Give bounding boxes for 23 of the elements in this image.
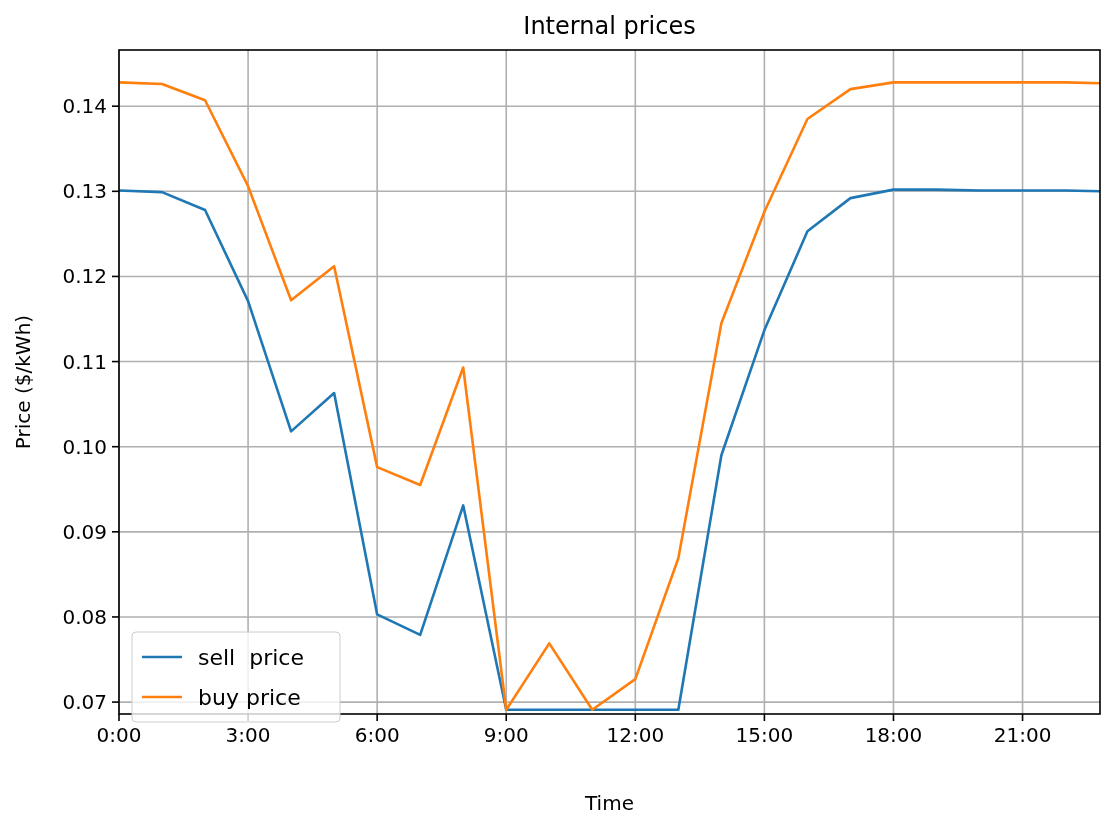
line-series bbox=[117, 81, 1102, 712]
x-tick-label: 3:00 bbox=[225, 723, 271, 747]
line-series bbox=[117, 188, 1102, 712]
legend-label: sell price bbox=[198, 645, 304, 670]
x-tick-label: 0:00 bbox=[96, 723, 142, 747]
x-tick-label: 6:00 bbox=[354, 723, 400, 747]
x-tick-label: 9:00 bbox=[483, 723, 529, 747]
y-tick-label: 0.12 bbox=[62, 264, 107, 289]
x-tick-label: 18:00 bbox=[864, 723, 923, 747]
legend-label: buy price bbox=[198, 685, 301, 710]
y-tick-label: 0.10 bbox=[62, 434, 107, 459]
y-tick-label: 0.09 bbox=[62, 519, 107, 544]
y-tick-label: 0.11 bbox=[62, 349, 107, 374]
x-axis-title: Time bbox=[584, 791, 634, 815]
y-tick-label: 0.07 bbox=[62, 690, 107, 715]
y-tick-label: 0.08 bbox=[62, 604, 107, 629]
x-tick-label: 21:00 bbox=[993, 723, 1052, 747]
x-tick-label: 12:00 bbox=[606, 723, 665, 747]
y-axis-title: Price ($/kWh) bbox=[11, 314, 35, 450]
chart-title: Internal prices bbox=[523, 12, 696, 40]
y-tick-label: 0.14 bbox=[62, 94, 107, 119]
y-tick-label: 0.13 bbox=[62, 179, 107, 204]
x-tick-label: 15:00 bbox=[735, 723, 794, 747]
